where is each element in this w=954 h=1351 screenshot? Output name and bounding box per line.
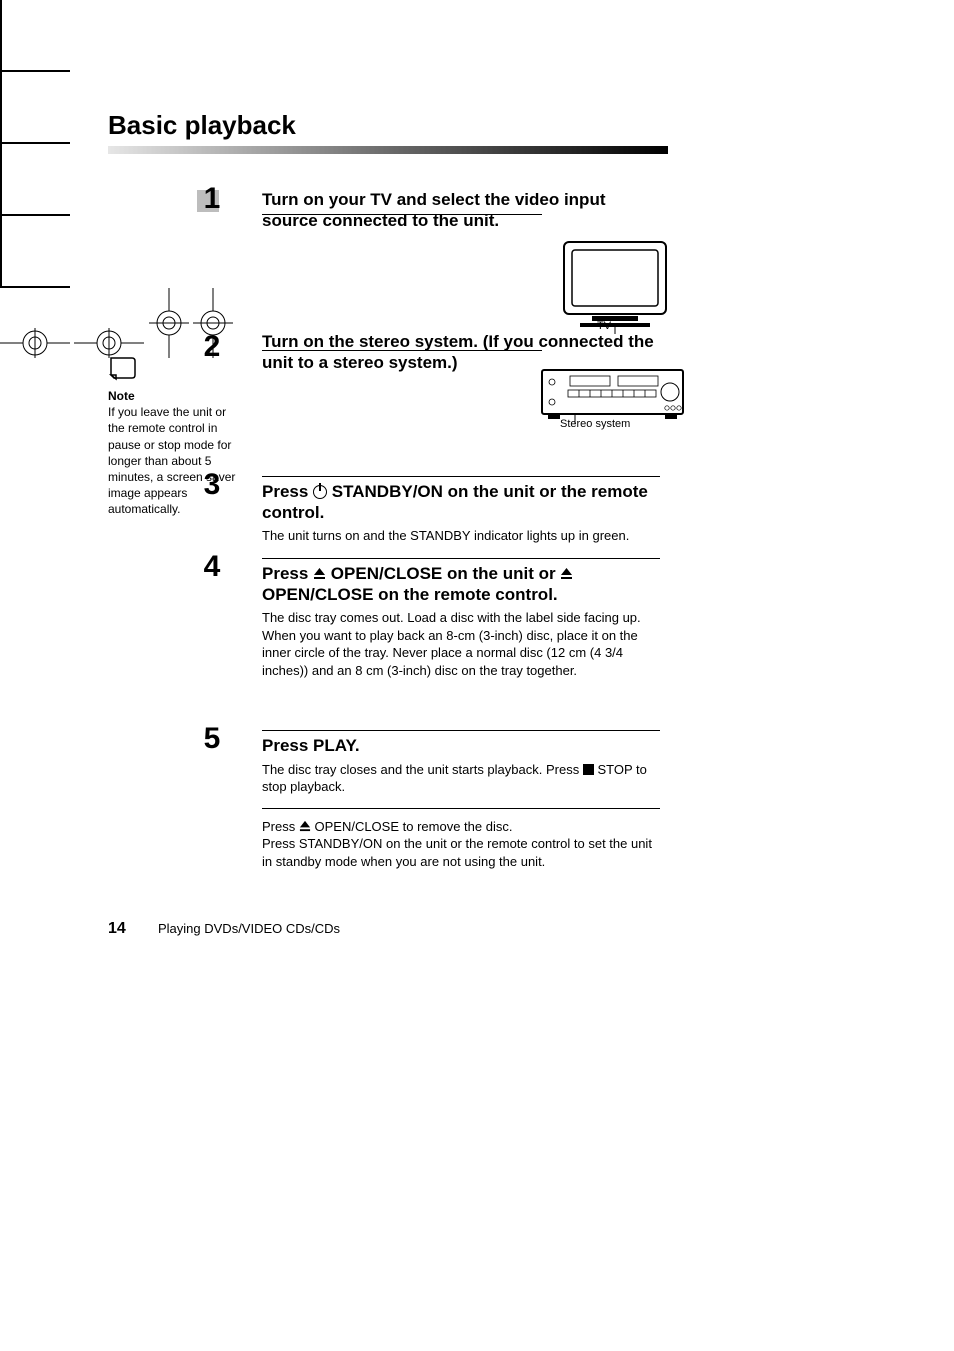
eject-icon	[299, 820, 311, 832]
step3-title: Press STANDBY/ON on the unit or the remo…	[262, 482, 660, 523]
step3-number: 3	[188, 468, 236, 502]
stereo-label: Stereo system	[560, 418, 630, 430]
step4-number: 4	[188, 550, 236, 584]
rule-4	[262, 558, 660, 559]
step1-title: Turn on your TV and select the video inp…	[262, 190, 660, 231]
eject-icon	[313, 567, 326, 580]
step4-body: The disc tray comes out. Load a disc wit…	[262, 609, 660, 679]
step4-title: Press OPEN/CLOSE on the unit or OPEN/CLO…	[262, 564, 660, 605]
page-title: Basic playback	[108, 110, 296, 141]
eject-icon	[560, 567, 573, 580]
rule-3	[262, 476, 660, 477]
step5-number: 5	[188, 722, 236, 756]
tv-icon	[560, 238, 670, 334]
title-rule	[108, 146, 668, 154]
note-heading: Note	[108, 389, 135, 403]
rule-6	[262, 808, 660, 809]
page-number: 14	[108, 920, 126, 938]
registration-bottom-icon	[74, 328, 144, 358]
step1-number: 1	[188, 182, 236, 216]
step3-body: The unit turns on and the STANDBY indica…	[262, 527, 660, 544]
tv-label: TV	[597, 320, 611, 332]
rule-5	[262, 730, 660, 731]
chapter-label: Playing DVDs/VIDEO CDs/CDs	[158, 921, 340, 936]
step5-title: Press PLAY.	[262, 736, 660, 757]
step2-number: 2	[188, 330, 236, 364]
note-icon	[108, 355, 138, 381]
step5-body2: Press OPEN/CLOSE to remove the disc. Pre…	[262, 818, 660, 870]
power-icon	[313, 485, 327, 499]
registration-left-icon	[149, 288, 189, 358]
step5-body: The disc tray closes and the unit starts…	[262, 761, 660, 796]
registration-top-icon	[0, 328, 70, 358]
stop-icon	[583, 764, 594, 775]
